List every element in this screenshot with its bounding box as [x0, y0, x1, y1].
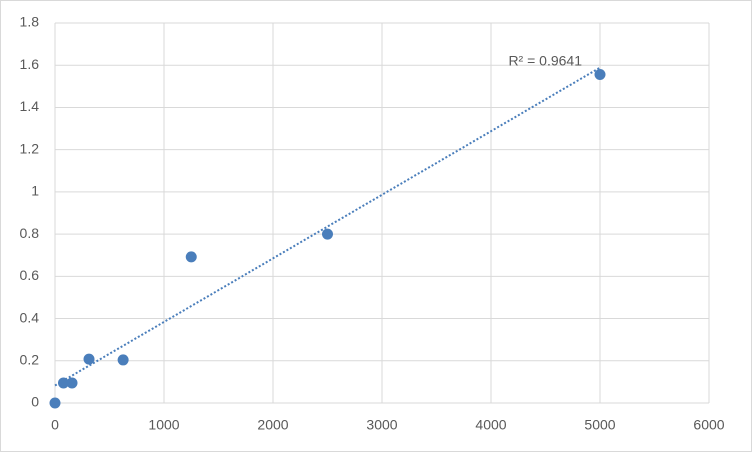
y-tick-label: 0 — [31, 394, 39, 410]
point — [185, 251, 197, 263]
y-tick-label: 1.4 — [20, 98, 40, 114]
x-tick-label: 2000 — [257, 417, 288, 433]
y-tick-label: 0.4 — [20, 309, 40, 325]
point — [49, 397, 61, 409]
y-tick-label: 1.2 — [20, 140, 40, 156]
point — [594, 69, 606, 81]
x-tick-label: 4000 — [475, 417, 506, 433]
x-tick-label: 0 — [51, 417, 59, 433]
y-tick-label: 0.8 — [20, 225, 40, 241]
x-tick-label: 5000 — [584, 417, 615, 433]
trendline — [54, 66, 601, 387]
point — [117, 354, 129, 366]
y-tick-label: 1 — [31, 183, 39, 199]
y-tick-label: 1.6 — [20, 56, 40, 72]
x-tick-label: 6000 — [693, 417, 724, 433]
point — [66, 377, 78, 389]
y-tick-label: 0.2 — [20, 351, 40, 367]
point — [58, 377, 70, 389]
x-tick-label: 1000 — [148, 417, 179, 433]
point — [322, 228, 333, 240]
y-tick-label: 0.6 — [20, 267, 40, 283]
trendline-label: R² = 0.9641 — [508, 52, 582, 68]
y-tick-label: 1.8 — [20, 14, 40, 30]
x-tick-label: 3000 — [366, 417, 397, 433]
point — [83, 353, 95, 365]
